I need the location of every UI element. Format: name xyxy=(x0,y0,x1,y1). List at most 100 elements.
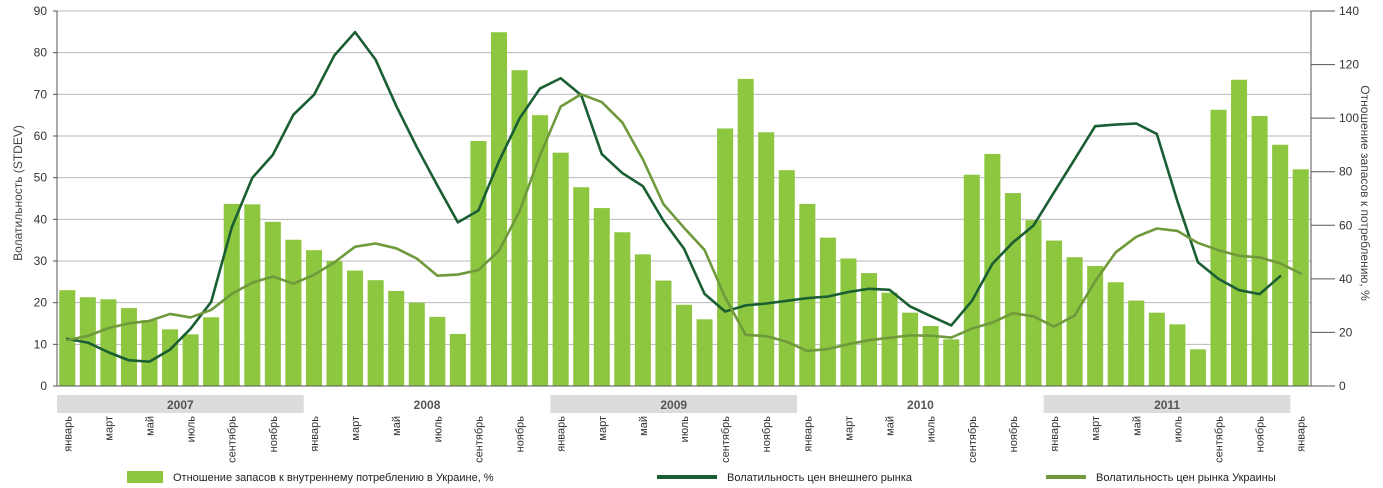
bar xyxy=(244,204,261,386)
tick-label-left: 90 xyxy=(34,4,48,18)
bar xyxy=(347,270,364,386)
month-label: январь xyxy=(556,416,568,452)
bar xyxy=(778,170,795,386)
legend: Отношение запасов к внутреннему потребле… xyxy=(127,471,1276,484)
bar xyxy=(1169,324,1186,386)
month-label: ноябрь xyxy=(515,416,527,453)
bar xyxy=(408,302,425,386)
tick-label-left: 10 xyxy=(34,337,48,351)
month-label: март xyxy=(103,416,115,441)
month-label: сентябрь xyxy=(473,416,485,463)
bar xyxy=(285,239,302,386)
bar xyxy=(984,153,1001,386)
bar xyxy=(367,280,384,386)
y-axis-label-left: Волатильность (STDEV) xyxy=(11,125,25,261)
bar xyxy=(881,292,898,386)
bar xyxy=(1251,116,1268,386)
bar xyxy=(819,237,836,386)
bar xyxy=(532,115,549,387)
month-label: май xyxy=(145,416,157,436)
line-ukraine-volatility xyxy=(65,93,1303,353)
bar xyxy=(1272,144,1289,386)
bar xyxy=(1292,169,1309,386)
year-label: 2007 xyxy=(167,398,194,412)
tick-label-right: 0 xyxy=(1339,379,1346,393)
month-label: ноябрь xyxy=(1255,416,1267,453)
month-label: май xyxy=(885,416,897,436)
bar xyxy=(593,208,610,386)
month-label: январь xyxy=(1296,416,1308,452)
bar xyxy=(1231,79,1248,386)
bar xyxy=(1128,300,1145,386)
bar xyxy=(326,261,343,386)
tick-label-right: 40 xyxy=(1339,272,1353,286)
bar xyxy=(120,308,137,386)
bar xyxy=(141,320,158,386)
bar xyxy=(696,319,713,386)
bar xyxy=(1066,257,1083,386)
bar xyxy=(1025,220,1042,386)
month-label: сентябрь xyxy=(1213,416,1225,463)
month-label: март xyxy=(597,416,609,441)
legend-label-ukraine-volatility: Волатильность цен рынка Украины xyxy=(1096,472,1276,484)
bar xyxy=(203,317,220,386)
bar xyxy=(758,132,775,386)
tick-label-right: 20 xyxy=(1339,325,1353,339)
legend-label-bars: Отношение запасов к внутреннему потребле… xyxy=(173,472,494,484)
year-band xyxy=(550,395,798,413)
bar xyxy=(1087,266,1104,386)
bar xyxy=(675,304,693,386)
month-label: июль xyxy=(679,416,691,443)
bar xyxy=(1189,349,1206,386)
month-label: ноябрь xyxy=(268,416,280,453)
bar xyxy=(614,232,631,386)
bar xyxy=(511,70,528,387)
bar xyxy=(305,250,322,386)
bar xyxy=(449,333,466,386)
year-band xyxy=(57,395,304,413)
bar xyxy=(1210,109,1227,386)
year-label: 2011 xyxy=(1154,398,1180,412)
tick-label-left: 40 xyxy=(34,212,48,226)
bar xyxy=(737,78,754,387)
year-bands: 2007 2008 2009 2010 2011 xyxy=(57,395,1291,413)
bar xyxy=(860,273,878,386)
bar xyxy=(840,258,857,386)
tick-label-left: 60 xyxy=(34,129,48,143)
tick-label-left: 0 xyxy=(40,379,47,393)
bar xyxy=(490,32,508,386)
month-label: март xyxy=(1090,416,1102,441)
tick-label-right: 100 xyxy=(1339,111,1359,125)
bar xyxy=(1148,312,1165,386)
month-label: январь xyxy=(62,416,74,452)
month-label: январь xyxy=(1049,416,1061,452)
bar xyxy=(634,254,651,386)
month-label: май xyxy=(1131,416,1143,436)
bar xyxy=(162,329,179,386)
axes xyxy=(56,11,1312,387)
legend-swatch-bars xyxy=(127,471,163,483)
left-axis-ticks: 0 10 20 30 40 50 60 70 80 90 xyxy=(34,4,57,393)
tick-label-left: 70 xyxy=(34,87,48,101)
line-series xyxy=(65,30,1303,363)
bar xyxy=(1107,282,1124,386)
month-label: январь xyxy=(802,416,814,452)
bar xyxy=(943,339,960,386)
bar xyxy=(655,280,672,386)
tick-label-right: 120 xyxy=(1339,58,1359,72)
month-label: сентябрь xyxy=(720,416,732,463)
month-label: ноябрь xyxy=(1008,416,1020,453)
legend-item-bars: Отношение запасов к внутреннему потребле… xyxy=(127,471,494,484)
right-axis-ticks: 0 20 40 60 80 100 120 140 xyxy=(1311,4,1359,393)
bar xyxy=(429,316,446,386)
month-label: май xyxy=(638,416,650,436)
year-label: 2008 xyxy=(414,398,441,412)
legend-item-ukraine-volatility: Волатильность цен рынка Украины xyxy=(1046,472,1276,484)
year-band xyxy=(1043,395,1291,413)
month-label: ноябрь xyxy=(761,416,773,453)
tick-label-left: 30 xyxy=(34,254,48,268)
tick-label-left: 20 xyxy=(34,296,48,310)
month-label: сентябрь xyxy=(227,416,239,463)
y-axis-label-right: Отношение запасов к потреблению, % xyxy=(1358,85,1372,301)
